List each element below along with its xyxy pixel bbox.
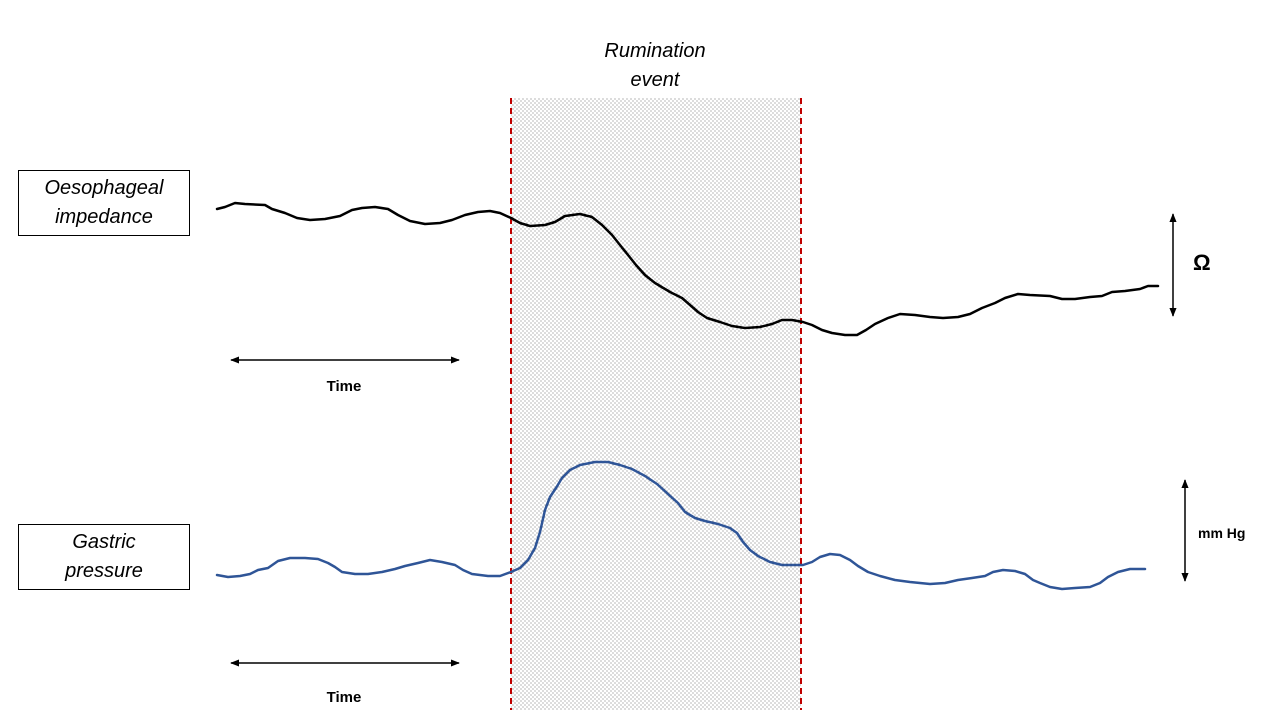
pressure-trace: [215, 460, 1147, 591]
impedance-unit-label: Ω: [1193, 250, 1211, 275]
time-label-bottom: Time: [326, 689, 362, 706]
rumination-event-label: Rumination event: [604, 40, 706, 91]
impedance-trace: [215, 201, 1160, 337]
rumination-event-region: [511, 98, 801, 710]
time-label-top: Time: [326, 378, 362, 395]
impedance-label-box: Oesophageal impedance: [18, 170, 190, 236]
pressure-label-box: Gastric pressure: [18, 524, 190, 590]
pressure-unit-label: mm Hg: [1198, 525, 1246, 541]
